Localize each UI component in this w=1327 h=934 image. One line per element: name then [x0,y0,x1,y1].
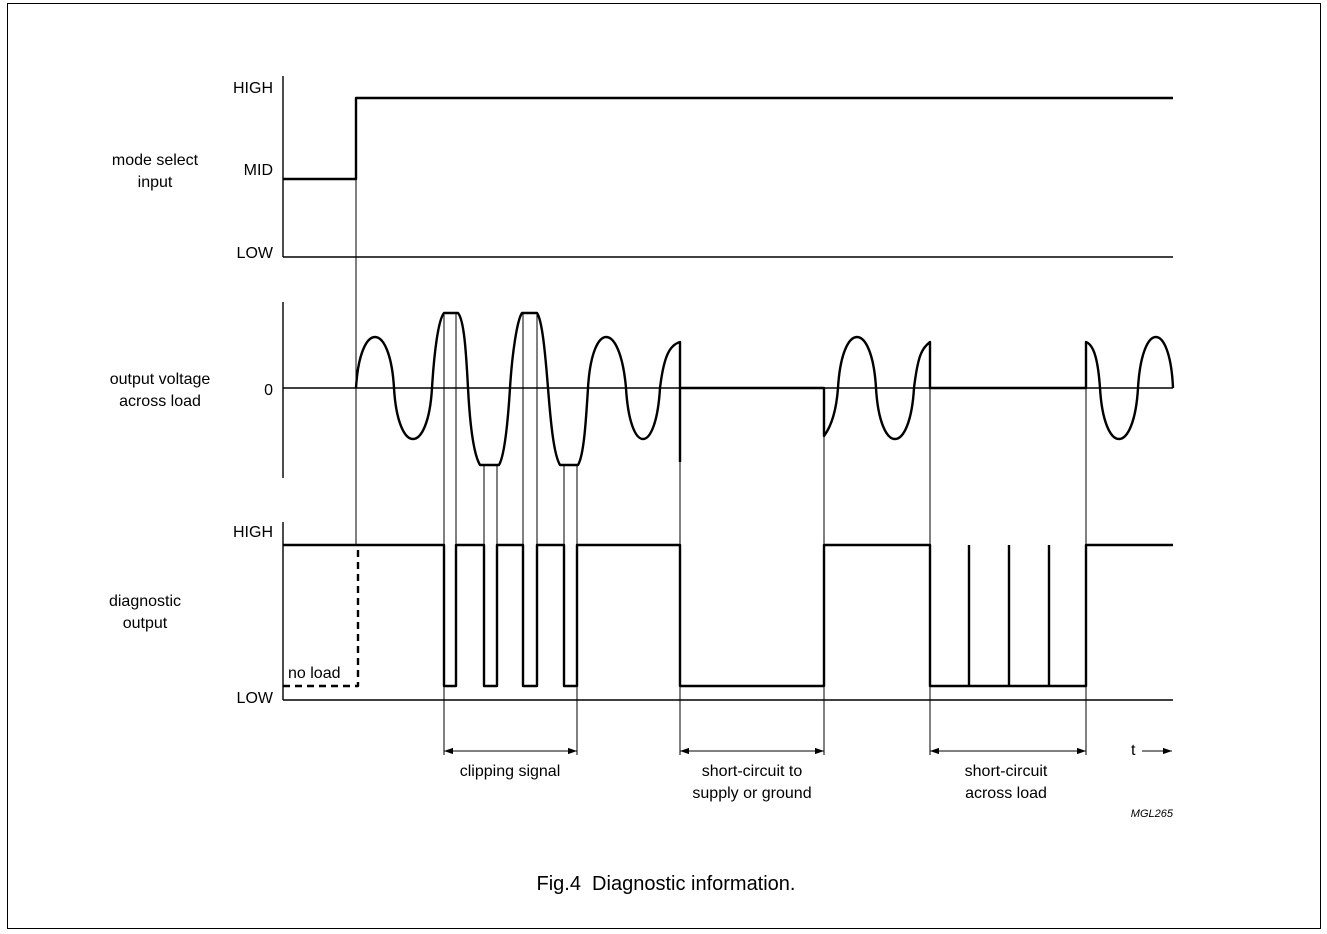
level-mid-mode: MID [244,162,273,179]
short-supply-label-line2: supply or ground [692,785,811,802]
level-zero-output: 0 [264,382,273,399]
label-diagnostic-line1: diagnostic [109,593,181,610]
label-diagnostic-line2: output [123,615,168,632]
no-load-dashed-path [283,545,360,688]
time-axis-label: t [1131,742,1136,759]
label-output-voltage-line2: across load [119,393,201,410]
label-mode-select-line2: input [138,174,173,191]
level-low-diag: LOW [237,690,274,707]
short-load-label-line2: across load [965,785,1047,802]
short-supply-label-line1: short-circuit to [702,763,803,780]
figure-frame [7,3,1321,929]
short-load-label-line1: short-circuit [965,763,1048,780]
output-voltage-panel [282,302,1175,478]
level-high-diag: HIGH [233,524,273,541]
mode-select-waveform [283,96,1173,181]
diagnostic-waveform [283,543,1173,688]
clipping-signal-label: clipping signal [460,763,561,780]
label-output-voltage-line1: output voltage [110,371,211,388]
no-load-label: no load [288,665,341,682]
level-low-mode: LOW [237,245,274,262]
figure-caption: Fig.4 Diagnostic information. [536,873,795,895]
mode-select-panel [282,76,1173,258]
timing-reference-lines [355,179,1087,755]
figure-code: MGL265 [1131,808,1174,820]
output-voltage-waveform [354,311,1175,467]
label-mode-select-line1: mode select [112,152,199,169]
level-high-mode: HIGH [233,80,273,97]
diagnostic-panel: no load [282,522,1173,701]
